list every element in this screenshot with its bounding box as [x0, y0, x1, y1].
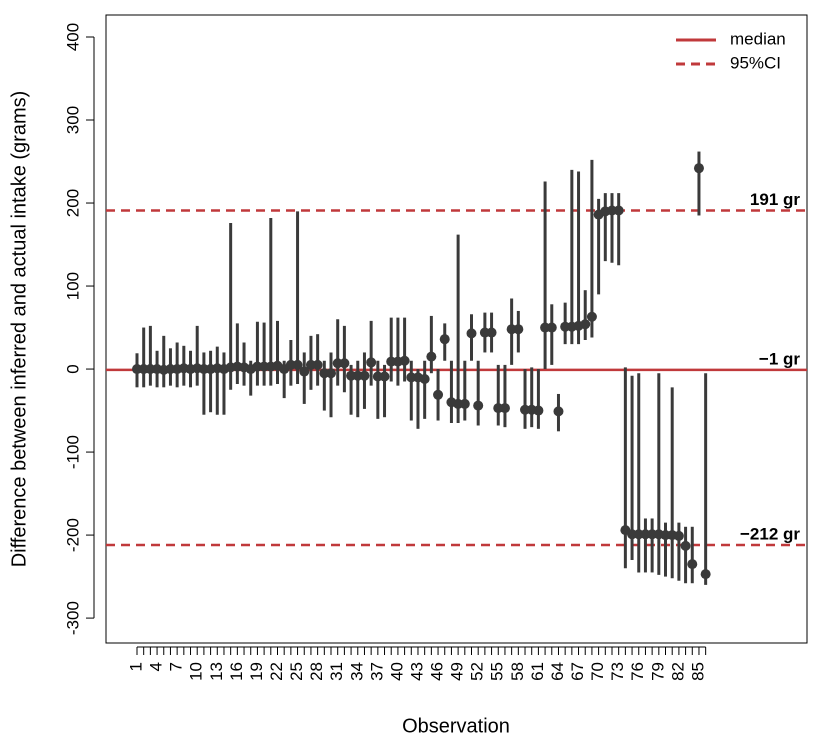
x-tick-label: 82 — [668, 662, 687, 681]
x-tick-label: 52 — [468, 662, 487, 681]
x-tick-label: 40 — [387, 662, 406, 681]
x-tick-label: 70 — [588, 662, 607, 681]
x-tick-label: 85 — [688, 662, 707, 681]
y-tick-label: 300 — [63, 106, 82, 134]
x-tick-label: 43 — [407, 662, 426, 681]
x-tick-label: 10 — [187, 662, 206, 681]
point — [580, 319, 591, 330]
x-tick-label: 49 — [448, 662, 467, 681]
x-tick-label: 67 — [568, 662, 587, 681]
point — [466, 328, 477, 339]
point — [700, 569, 711, 580]
point — [513, 324, 524, 335]
point — [292, 359, 303, 370]
x-tick-label: 34 — [347, 662, 366, 681]
x-tick-label: 4 — [147, 662, 166, 671]
reference-label: −1 gr — [759, 349, 800, 368]
point — [586, 311, 597, 322]
point — [533, 405, 544, 416]
point — [433, 389, 444, 400]
x-tick-label: 25 — [287, 662, 306, 681]
point — [299, 366, 310, 377]
y-tick-label: 0 — [63, 364, 82, 373]
x-tick-label: 1 — [126, 662, 145, 671]
x-tick-label: 79 — [648, 662, 667, 681]
y-tick-label: -300 — [63, 601, 82, 635]
x-tick-label: 13 — [207, 662, 226, 681]
x-tick-label: 64 — [548, 662, 567, 681]
x-tick-label: 19 — [247, 662, 266, 681]
x-tick-label: 31 — [327, 662, 346, 681]
point — [553, 406, 564, 417]
reference-label: 191 gr — [750, 190, 800, 209]
point — [359, 370, 370, 381]
y-axis-title: Difference between inferred and actual i… — [8, 91, 30, 568]
legend-label: median — [730, 29, 786, 48]
x-axis-title: Observation — [402, 715, 510, 737]
x-tick-label: 76 — [628, 662, 647, 681]
x-tick-label: 58 — [508, 662, 527, 681]
x-tick-label: 37 — [367, 662, 386, 681]
reference-label: −212 gr — [740, 525, 800, 544]
point — [687, 559, 698, 570]
y-tick-label: -100 — [63, 435, 82, 469]
point — [693, 163, 704, 174]
x-tick-label: 55 — [488, 662, 507, 681]
y-tick-label: 200 — [63, 189, 82, 217]
point — [673, 530, 684, 541]
x-tick-label: 28 — [307, 662, 326, 681]
point — [366, 357, 377, 368]
point — [473, 400, 484, 411]
legend-label: 95%CI — [730, 53, 781, 72]
point — [399, 355, 410, 366]
y-tick-label: 400 — [63, 23, 82, 51]
y-tick-label: -200 — [63, 518, 82, 552]
y-tick-label: 100 — [63, 272, 82, 300]
point — [326, 368, 337, 379]
point — [680, 540, 691, 551]
x-tick-label: 73 — [608, 662, 627, 681]
point — [459, 398, 470, 409]
point — [546, 322, 557, 333]
x-tick-label: 22 — [267, 662, 286, 681]
point — [486, 327, 497, 338]
point — [439, 334, 450, 345]
point — [419, 374, 430, 385]
point — [499, 403, 510, 414]
x-tick-label: 7 — [167, 662, 186, 671]
x-tick-label: 61 — [528, 662, 547, 681]
point — [312, 359, 323, 370]
point — [426, 351, 437, 362]
plot-frame — [105, 14, 808, 644]
point — [379, 371, 390, 382]
point — [339, 358, 350, 369]
point — [613, 205, 624, 216]
x-tick-label: 46 — [428, 662, 447, 681]
x-tick-label: 16 — [227, 662, 246, 681]
